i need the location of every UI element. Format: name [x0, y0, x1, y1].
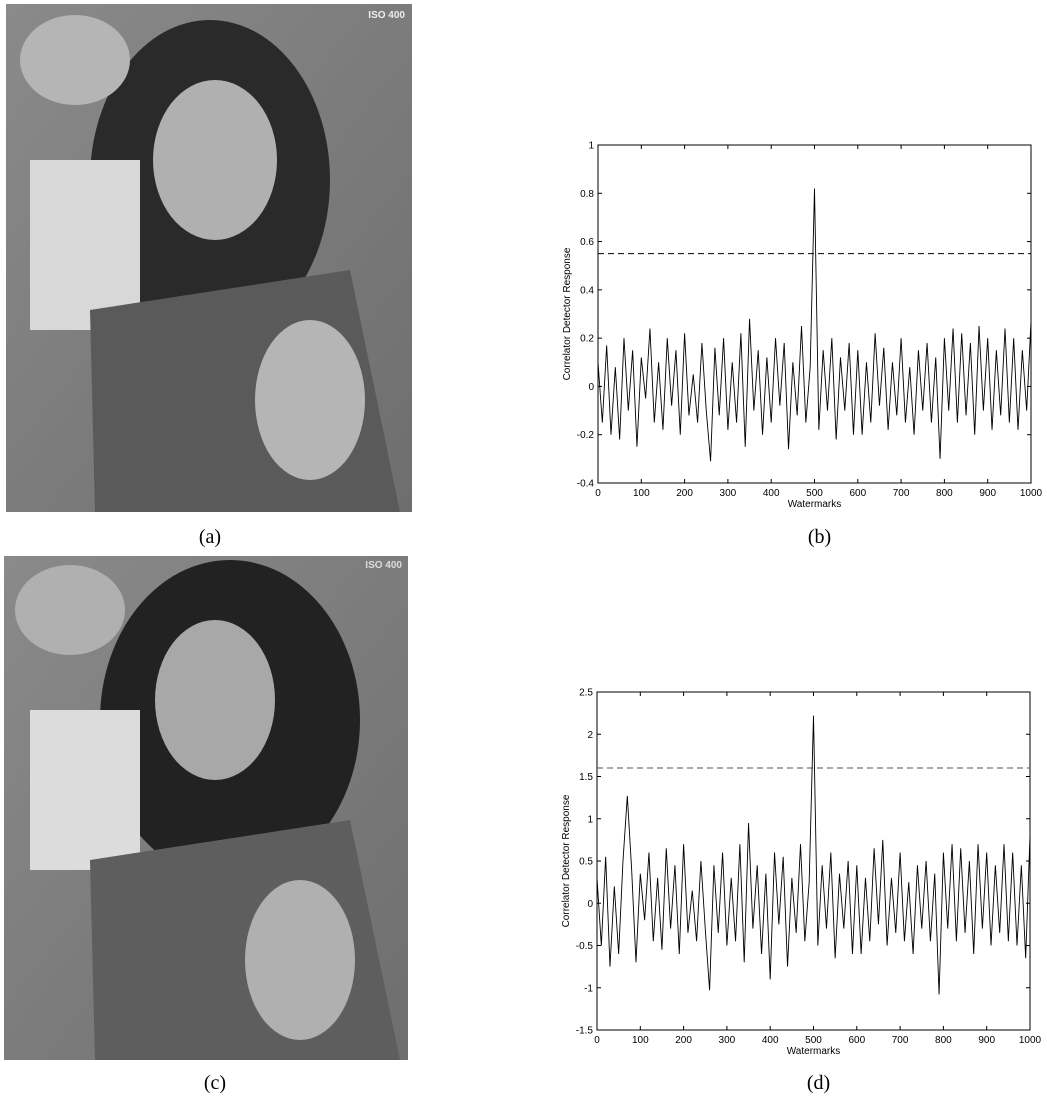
x-tick-label: 400 [762, 1035, 779, 1046]
caption: (b) [808, 526, 831, 548]
x-tick-label: 900 [978, 1035, 995, 1046]
y-tick-label: -0.5 [576, 941, 594, 952]
x-tick-label: 300 [720, 488, 737, 499]
chart: -1.5 -1 -0.5 0 0.5 1 1.5 2 2.5 0 100 200 300 400 500 60… [561, 688, 1042, 1095]
y-tick-label: 0 [587, 899, 593, 910]
photo-overlay: ISO 400 [365, 560, 402, 571]
y-tick-label: 1 [588, 141, 594, 152]
x-tick-label: 800 [936, 488, 953, 499]
x-tick-label: 600 [849, 488, 866, 499]
y-tick-label: 0.5 [579, 857, 593, 868]
x-tick-label: 200 [676, 488, 693, 499]
y-tick-label: 0.6 [580, 237, 594, 248]
x-tick-label: 800 [935, 1035, 952, 1046]
y-tick-label: 0 [588, 382, 594, 393]
y-tick-label: 2 [587, 730, 593, 741]
x-tick-label: 500 [806, 488, 823, 499]
plot-frame [596, 691, 1031, 1031]
x-tick-label: 0 [594, 1035, 600, 1046]
y-tick-label: 1 [587, 814, 593, 825]
x-tick-label: 0 [595, 488, 601, 499]
y-tick-label: -1.5 [576, 1026, 594, 1037]
y-tick-label: 1.5 [579, 772, 593, 783]
data-line [597, 188, 1032, 462]
y-tick-label: -0.2 [577, 430, 595, 441]
x-tick-label: 500 [805, 1035, 822, 1046]
x-tick-label: 200 [675, 1035, 692, 1046]
x-axis-label: Watermarks [787, 1046, 841, 1057]
x-tick-label: 1000 [1019, 1035, 1042, 1046]
photo-c: ISO 400 [4, 556, 408, 1060]
caption: (a) [199, 526, 221, 548]
photo-a: ISO 400 [6, 4, 412, 512]
y-tick-label: -1 [584, 983, 593, 994]
photo-overlay: ISO 400 [368, 10, 405, 21]
x-tick-label: 1000 [1020, 488, 1043, 499]
x-tick-label: 300 [719, 1035, 736, 1046]
x-tick-label: 700 [892, 1035, 909, 1046]
x-axis-label: Watermarks [788, 499, 842, 510]
x-tick-label: 700 [893, 488, 910, 499]
y-tick-label: 0.2 [580, 334, 594, 345]
x-tick-label: 400 [763, 488, 780, 499]
data-line [596, 715, 1031, 995]
y-tick-label: 2.5 [579, 688, 593, 699]
chart: -0.4 -0.2 0 0.2 0.4 0.6 0.8 1 0 100 200 300 400 500 60… [562, 141, 1043, 549]
caption: (c) [204, 1072, 226, 1094]
x-tick-label: 600 [848, 1035, 865, 1046]
x-tick-label: 900 [979, 488, 996, 499]
x-tick-label: 100 [633, 488, 650, 499]
caption: (d) [807, 1072, 830, 1094]
y-axis-label: Correlator Detector Response [562, 247, 573, 380]
x-tick-label: 100 [632, 1035, 649, 1046]
y-axis-label: Correlator Detector Response [561, 794, 572, 927]
y-tick-label: -0.4 [577, 479, 595, 490]
plot-frame [597, 144, 1032, 484]
y-tick-label: 0.4 [580, 285, 594, 296]
y-tick-label: 0.8 [580, 189, 594, 200]
